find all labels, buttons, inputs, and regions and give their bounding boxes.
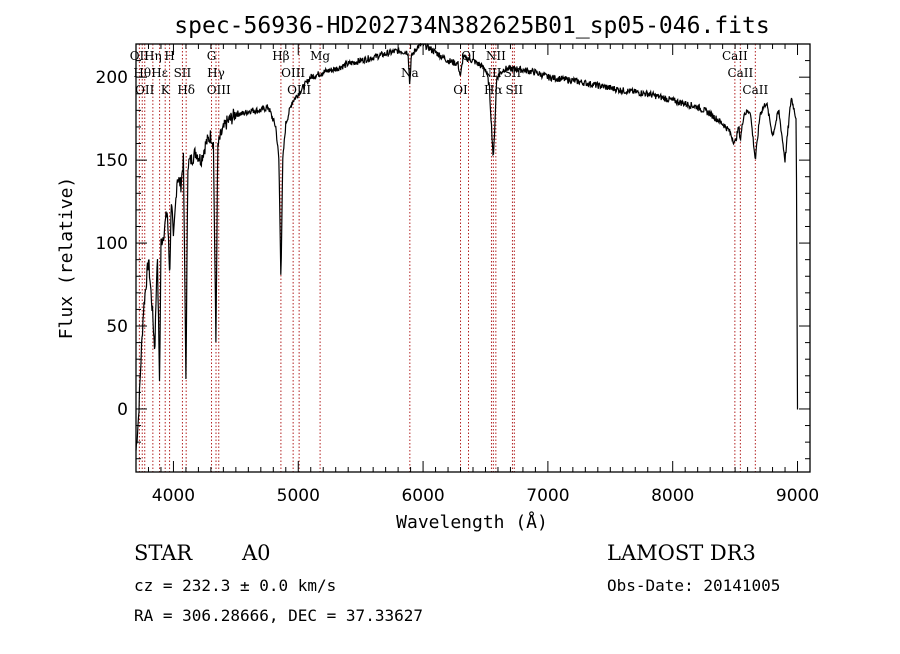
line-marker-label-1: Hθ	[133, 66, 151, 80]
line-marker-label-6: H	[164, 49, 174, 63]
chart-title: spec-56936-HD202734N382625B01_sp05-046.f…	[174, 13, 769, 39]
x-axis-ticks: 4000 5000 6000 7000 8000 9000	[135, 44, 819, 506]
x-tick-label: 7000	[526, 486, 569, 506]
plot-frame	[135, 43, 811, 473]
line-marker-label-25: CaII	[727, 66, 753, 80]
line-marker-label-20: Hα	[484, 83, 503, 97]
emission-line-markers	[138, 44, 756, 472]
emission-line-labels: OIIHθOIIHηHεKHSIIHδGHγOIIIHβOIIIOIIIMgNa…	[130, 49, 769, 97]
line-marker-label-21: NII	[486, 49, 506, 63]
x-tick-label: 9000	[776, 486, 819, 506]
x-tick-label: 6000	[401, 486, 444, 506]
object-subclass: A0	[241, 541, 271, 565]
line-marker-label-10: Hγ	[207, 66, 225, 80]
y-axis-label: Flux (relative)	[56, 177, 77, 340]
line-marker-label-3: Hη	[144, 49, 162, 63]
line-marker-label-13: OIII	[281, 66, 305, 80]
line-marker-label-11: OIII	[207, 83, 231, 97]
ra-dec: RA = 306.28666, DEC = 37.33627	[134, 606, 423, 625]
y-tick-label: 50	[106, 317, 128, 337]
spectrum-flux-line	[135, 42, 799, 451]
line-marker-label-23: SII	[505, 83, 523, 97]
object-class: STAR	[134, 541, 193, 565]
line-marker-label-5: K	[161, 83, 171, 97]
line-marker-label-17: OI	[453, 83, 468, 97]
x-tick-label: 4000	[152, 486, 195, 506]
survey-name: LAMOST DR3	[607, 541, 756, 565]
line-marker-label-26: CaII	[742, 83, 768, 97]
y-axis-ticks: 0 50 100 150 200	[96, 43, 810, 460]
line-marker-label-7: SII	[174, 66, 192, 80]
y-tick-label: 100	[96, 234, 128, 254]
observation-date: Obs-Date: 20141005	[607, 576, 780, 595]
y-tick-label: 150	[96, 151, 128, 171]
line-marker-label-12: Hβ	[272, 49, 289, 63]
line-marker-label-15: Mg	[310, 49, 330, 63]
y-tick-label: 0	[117, 400, 128, 420]
line-marker-label-4: Hε	[151, 66, 168, 80]
line-marker-label-8: Hδ	[177, 83, 195, 97]
line-marker-label-0: OII	[130, 49, 150, 63]
line-marker-label-9: G	[207, 49, 217, 63]
x-axis-label: Wavelength (Å)	[396, 511, 548, 533]
line-marker-label-24: CaII	[722, 49, 748, 63]
line-marker-label-14: OIII	[287, 83, 311, 97]
x-tick-label: 8000	[651, 486, 694, 506]
redshift-cz: cz = 232.3 ± 0.0 km/s	[134, 576, 336, 595]
x-tick-label: 5000	[277, 486, 320, 506]
line-marker-label-16: Na	[401, 66, 419, 80]
line-marker-label-2: OII	[135, 83, 155, 97]
y-tick-label: 200	[96, 68, 128, 88]
